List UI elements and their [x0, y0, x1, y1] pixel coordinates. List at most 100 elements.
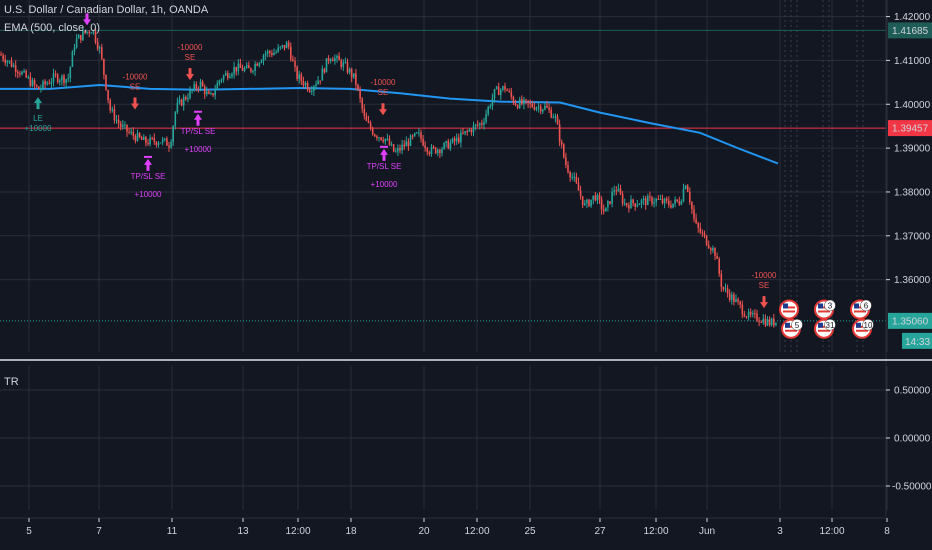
candle-body — [573, 176, 576, 178]
candle-body — [401, 144, 403, 151]
signal-qty: +10000 — [371, 180, 398, 189]
candle-body — [571, 177, 573, 179]
time-axis[interactable]: 5 7 11 13 12:00 18 20 12:00 25 27 12:00 Jun 3 12:00 8 — [0, 517, 890, 537]
candle-body — [470, 129, 473, 133]
candle-body — [628, 205, 630, 209]
candle-body — [38, 86, 40, 90]
candle-body — [250, 68, 252, 72]
candle-body — [563, 144, 565, 158]
signal-qty: +10000 — [135, 190, 162, 199]
short-entry-arrow — [131, 97, 139, 110]
candle-body — [626, 203, 628, 206]
candle-body — [126, 124, 128, 132]
candle-body — [113, 109, 116, 121]
candle-body — [550, 109, 552, 118]
signal-label: SE — [759, 281, 770, 290]
candle-body — [264, 53, 267, 56]
candle-body — [178, 99, 181, 103]
exit-arrow — [144, 158, 152, 171]
time-tick-label: 7 — [96, 526, 102, 537]
candle-body — [254, 63, 256, 71]
flag-canton — [856, 322, 861, 328]
candle-body — [426, 148, 429, 153]
candle-body — [124, 124, 126, 126]
candle-body — [143, 136, 145, 140]
candle-body — [392, 144, 395, 152]
candle-body — [285, 42, 288, 49]
event-badge[interactable]: 10 — [852, 318, 874, 339]
flag-stripe — [854, 310, 866, 313]
candle-body — [311, 90, 313, 92]
signal-label: TP/SL SE — [181, 127, 216, 136]
event-badge[interactable] — [779, 299, 799, 320]
candle-body — [248, 65, 250, 69]
candle-body — [298, 74, 300, 79]
event-count-bubble — [824, 299, 836, 312]
candle-body — [94, 31, 97, 43]
candle-body — [260, 60, 263, 63]
candle-body — [485, 113, 487, 122]
exit-arrow — [380, 148, 388, 161]
lower-pane-title[interactable]: TR — [4, 376, 19, 388]
price-badge-label: 1.39457 — [892, 124, 929, 135]
candle-body — [65, 79, 67, 84]
flag-stripe — [818, 306, 830, 309]
candle-body — [607, 201, 609, 208]
exit-bar — [380, 145, 388, 148]
candle-body — [195, 84, 198, 89]
candle-body — [50, 81, 53, 84]
price-badge — [888, 22, 932, 39]
candle-body — [130, 131, 132, 133]
candle-body — [558, 124, 561, 142]
candle-body — [605, 207, 607, 212]
price-axis[interactable]: 1.42000 1.41000 1.40000 1.39000 1.38000 1.370… — [885, 0, 932, 518]
time-tick-label: 25 — [524, 526, 536, 537]
flag-stripe — [818, 329, 830, 332]
event-badge[interactable]: 31 — [814, 318, 836, 339]
candle-body — [294, 61, 296, 67]
candle-body — [691, 202, 693, 210]
short-entry-arrow — [186, 68, 194, 81]
candle-body — [151, 137, 153, 139]
candle-body — [617, 188, 620, 192]
candle-body — [598, 195, 601, 200]
candle-body — [325, 58, 328, 73]
candle-body — [468, 129, 471, 132]
ema-indicator-label[interactable]: EMA (500, close, 0) — [4, 22, 100, 34]
countdown-label: 14:33 — [905, 337, 930, 348]
candle-body — [176, 102, 179, 113]
candle-body — [237, 63, 240, 72]
candle-body — [764, 318, 767, 326]
candle-body — [159, 142, 162, 144]
event-count: 5 — [795, 321, 800, 330]
event-badge[interactable]: 3 — [814, 299, 836, 320]
candle-body — [287, 42, 290, 47]
candle-body — [615, 190, 618, 192]
candle-body — [416, 132, 418, 134]
candle-body — [506, 89, 508, 91]
lower-tick-label: -0.50000 — [892, 482, 932, 493]
candle-body — [334, 58, 336, 62]
candle-body — [327, 58, 330, 61]
candle-body — [77, 34, 80, 39]
candle-body — [630, 199, 632, 209]
candle-body — [701, 232, 704, 234]
candle-body — [174, 112, 177, 127]
candle-body — [699, 227, 702, 233]
candle-body — [596, 195, 599, 201]
candle-body — [82, 31, 84, 41]
candle-body — [132, 131, 135, 137]
event-badges-layer[interactable]: 5 3 31 6 10 — [779, 299, 874, 339]
countdown-badge — [902, 332, 932, 349]
event-badge[interactable]: 5 — [781, 318, 803, 339]
candle-body — [229, 76, 231, 78]
candle-body — [657, 198, 660, 200]
candle-body — [548, 107, 550, 110]
candle-body — [739, 301, 741, 305]
candle-body — [220, 79, 223, 81]
symbol-title[interactable]: U.S. Dollar / Canadian Dollar, 1h, OANDA — [4, 4, 209, 16]
event-badge[interactable]: 6 — [850, 299, 872, 320]
